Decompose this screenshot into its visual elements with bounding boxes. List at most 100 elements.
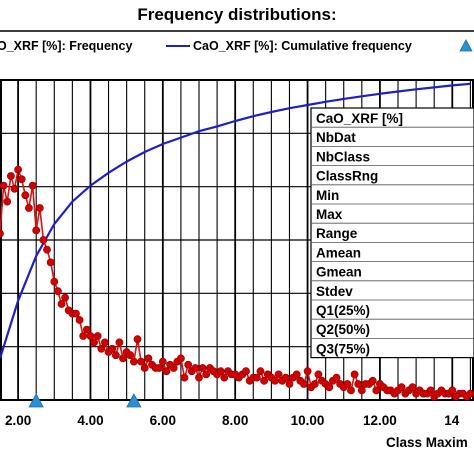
frequency-point [155, 364, 164, 372]
x-tick-label: 2.00 [5, 413, 31, 428]
stats-row-label: NbDat [316, 130, 356, 145]
frequency-point [144, 354, 153, 363]
stats-box: CaO_XRF [%] NbDat NbClass ClassRng Min Max Ran… [310, 107, 474, 359]
frequency-point [57, 300, 66, 308]
frequency-point [202, 370, 211, 379]
frequency-point [162, 367, 171, 376]
x-tick-label: 10.00 [291, 413, 325, 428]
frequency-point [28, 181, 37, 190]
frequency-point [0, 181, 8, 190]
frequency-point [285, 380, 294, 388]
frequency-point [354, 380, 363, 388]
x-tick-label: 8.00 [222, 413, 248, 428]
frequency-point [32, 226, 41, 235]
frequency-point [79, 332, 88, 340]
frequency-point [158, 357, 167, 366]
frequency-point [216, 367, 225, 376]
frequency-point [111, 351, 120, 360]
frequency-point [357, 386, 366, 395]
frequency-point [93, 332, 102, 340]
frequency-point [448, 386, 457, 395]
frequency-point [6, 172, 15, 180]
stats-row-label: CaO_XRF [%] [316, 111, 403, 126]
stats-row-label: Q2(50%) [316, 322, 370, 337]
frequency-point [90, 338, 98, 347]
frequency-point [14, 165, 22, 174]
frequency-point [0, 229, 4, 238]
frequency-point [86, 332, 95, 340]
frequency-point [372, 386, 381, 395]
frequency-point [299, 380, 308, 388]
frequency-point [220, 373, 229, 382]
chart-title: Frequency distributions: [137, 5, 336, 24]
frequency-point [195, 373, 203, 382]
frequency-point [310, 380, 319, 388]
frequency-point [176, 354, 185, 363]
frequency-point [35, 204, 44, 212]
stats-row-label: Q1(25%) [316, 303, 370, 318]
stats-row-label: NbClass [316, 149, 370, 164]
legend-label-frequency: O_XRF [%]: Frequency [0, 39, 132, 53]
legend: O_XRF [%]: Frequency CaO_XRF [%]: Cumula… [0, 39, 473, 53]
frequency-point [3, 197, 12, 206]
frequency-point [180, 373, 189, 382]
x-tick-label: 14 [444, 413, 460, 428]
frequency-point [252, 373, 261, 382]
frequency-point [314, 370, 323, 379]
frequency-point [260, 376, 268, 385]
frequency-point [50, 277, 59, 286]
frequency-point [72, 309, 80, 318]
frequency-point [82, 325, 91, 334]
frequency-point [10, 184, 19, 193]
x-axis-label: Class Maxim [386, 435, 468, 450]
frequency-point [24, 204, 33, 212]
frequency-point [292, 370, 301, 379]
frequency-point [466, 389, 474, 398]
frequency-point [39, 236, 48, 244]
x-tick-label: 12.00 [363, 413, 397, 428]
series-line-cumulative [0, 82, 471, 359]
frequency-point [17, 175, 26, 184]
frequency-point [126, 351, 135, 360]
frequency-point [256, 367, 265, 376]
frequency-point [332, 373, 341, 382]
frequency-point [408, 383, 417, 392]
frequency-point [101, 338, 109, 347]
frequency-point [61, 293, 69, 302]
frequency-point [43, 245, 51, 254]
legend-label-cumulative: CaO_XRF [%]: Cumulative frequency [193, 39, 412, 53]
frequency-point [274, 370, 283, 379]
x-tick-label: 4.00 [77, 413, 103, 428]
frequency-point [343, 380, 352, 388]
frequency-point [397, 383, 406, 392]
frequency-point [75, 316, 84, 324]
stats-row-label: ClassRng [316, 169, 378, 184]
frequency-point [426, 386, 435, 395]
frequency-point [350, 370, 359, 379]
frequency-point [97, 344, 106, 353]
frequency-point [281, 373, 290, 382]
stats-box-frame [310, 107, 474, 359]
frequency-point [129, 357, 138, 366]
stats-row-label: Range [316, 226, 358, 241]
frequency-point [191, 364, 200, 372]
frequency-point [303, 367, 312, 376]
frequency-point [184, 360, 193, 369]
frequency-point [198, 364, 207, 372]
frequency-point [108, 344, 117, 353]
frequency-point [271, 376, 279, 385]
x-axis: 2.00 4.00 6.00 8.00 10.00 12.00 14 [5, 393, 460, 428]
quartile-marker [126, 393, 142, 408]
stats-row-label: Q3(75%) [316, 341, 370, 356]
frequency-point [169, 364, 178, 372]
x-tick-label: 6.00 [150, 413, 176, 428]
frequency-point [119, 354, 127, 363]
stats-row-label: Stdev [316, 284, 353, 299]
frequency-point [368, 376, 377, 385]
stats-row-label: Max [316, 207, 343, 222]
frequency-point [21, 191, 30, 200]
frequency-point [347, 386, 355, 395]
frequency-point [140, 364, 149, 372]
frequency-point [115, 338, 124, 347]
